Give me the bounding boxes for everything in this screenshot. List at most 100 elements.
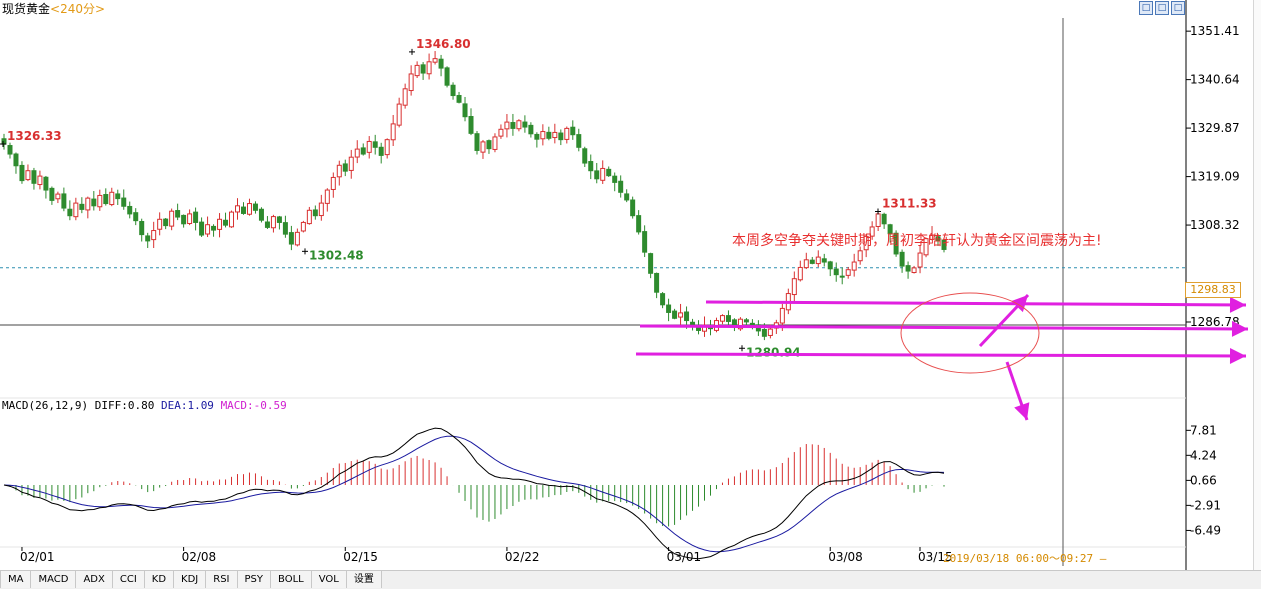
candle-body: [109, 191, 115, 206]
right-side-panel[interactable]: [1253, 0, 1261, 570]
candle-body: [324, 189, 330, 204]
candle-body: [923, 238, 929, 256]
candle-body: [600, 167, 606, 181]
candle-body: [438, 58, 444, 69]
high-label-1346: 1346.80: [416, 37, 471, 51]
candle-body: [103, 194, 109, 205]
candle-body: [175, 210, 181, 218]
tab-ma[interactable]: MA: [0, 571, 32, 588]
tab-cci[interactable]: CCI: [112, 571, 145, 588]
tab-kd[interactable]: KD: [144, 571, 175, 588]
candle-body: [258, 208, 264, 221]
date-tick-label: 02/01: [20, 550, 55, 564]
candle-body: [941, 239, 947, 250]
date-tick-label: 02/22: [505, 550, 540, 564]
date-tick-label: 02/15: [343, 550, 378, 564]
tab-macd[interactable]: MACD: [31, 571, 77, 588]
candle-body: [169, 210, 175, 227]
candle-body: [235, 205, 241, 213]
macd-header: MACD(26,12,9) DIFF:0.80 DEA:1.09 MACD:-0…: [2, 399, 287, 412]
candle-body: [875, 213, 881, 227]
tab-boll[interactable]: BOLL: [271, 571, 312, 588]
tab-vol[interactable]: VOL: [311, 571, 347, 588]
support-arrow-head: [1229, 347, 1246, 364]
candle-body: [528, 124, 534, 135]
candle-body: [510, 122, 516, 129]
candle-body: [276, 216, 282, 223]
candle-body: [288, 232, 294, 245]
candle-body: [408, 73, 414, 92]
macd-diff: DIFF:0.80: [94, 399, 155, 412]
date-tick-label: 02/08: [182, 550, 217, 564]
candle-body: [31, 170, 37, 184]
candle-body: [67, 208, 73, 217]
candle-body: [360, 147, 366, 155]
resistance-arrow: [705, 300, 1247, 307]
candle-body: [55, 193, 61, 200]
price-tick-label: 1308.32: [1190, 218, 1240, 232]
candle-body: [737, 318, 743, 330]
macd-tick-label: -6.49: [1190, 523, 1221, 537]
tab-settings[interactable]: 设置: [346, 571, 382, 588]
candle-body: [163, 218, 169, 227]
price-tick-label: 1319.09: [1190, 170, 1240, 184]
tab-psy[interactable]: PSY: [237, 571, 272, 588]
window-close-icon[interactable]: □: [1171, 1, 1185, 15]
window-maximize-icon[interactable]: □: [1155, 1, 1169, 15]
candle-body: [821, 258, 827, 263]
candle-body: [121, 197, 127, 207]
tab-kdj[interactable]: KDJ: [174, 571, 207, 588]
breakdown-arrow-head: [1014, 402, 1030, 420]
middle-arrow: [639, 324, 1249, 331]
window-restore-icon[interactable]: □: [1139, 1, 1153, 15]
candle-body: [480, 141, 486, 153]
tab-rsi[interactable]: RSI: [206, 571, 238, 588]
candle-body: [899, 251, 905, 267]
candle-body: [719, 315, 725, 322]
candle-body: [576, 134, 582, 148]
high-label-1326: 1326.33: [7, 129, 62, 143]
price-tick-label: 1340.64: [1190, 73, 1240, 87]
candle-body: [857, 250, 863, 262]
candle-body: [612, 175, 618, 183]
candle-body: [851, 261, 857, 271]
candle-body: [85, 197, 91, 211]
candle-body: [845, 269, 851, 276]
resistance-arrow-head: [1229, 296, 1246, 313]
candle-body: [588, 161, 594, 172]
candle-body: [240, 206, 246, 214]
indicator-tabbar: MA MACD ADX CCI KD KDJ RSI PSY BOLL VOL …: [0, 570, 1261, 589]
period-label[interactable]: <240分>: [50, 2, 106, 16]
tab-adx[interactable]: ADX: [76, 571, 113, 588]
candle-body: [504, 121, 510, 130]
candle-body: [342, 163, 348, 172]
candle-body: [414, 64, 420, 77]
macd-params: MACD(26,12,9): [2, 399, 89, 412]
candle-body: [935, 236, 941, 241]
candle-body: [330, 176, 336, 190]
middle-arrow-head: [1231, 320, 1248, 337]
candle-body: [833, 268, 839, 276]
candle-body: [863, 235, 869, 251]
candle-body: [468, 116, 474, 134]
candle-body: [420, 64, 426, 74]
candle-body: [217, 218, 223, 230]
candle-body: [558, 132, 564, 141]
candle-body: [534, 133, 540, 140]
candle-body: [564, 127, 570, 140]
candle-body: [462, 103, 468, 118]
candle-body: [264, 221, 270, 228]
candle-body: [450, 84, 456, 97]
candle-body: [444, 67, 450, 86]
candle-body: [570, 126, 576, 136]
candle-body: [97, 194, 103, 208]
candle-body: [839, 275, 845, 278]
candle-body: [881, 213, 887, 225]
candle-body: [582, 148, 588, 164]
candle-body: [294, 231, 300, 246]
candle-body: [7, 145, 13, 155]
candle-body: [145, 235, 151, 242]
candle-body: [19, 164, 25, 182]
